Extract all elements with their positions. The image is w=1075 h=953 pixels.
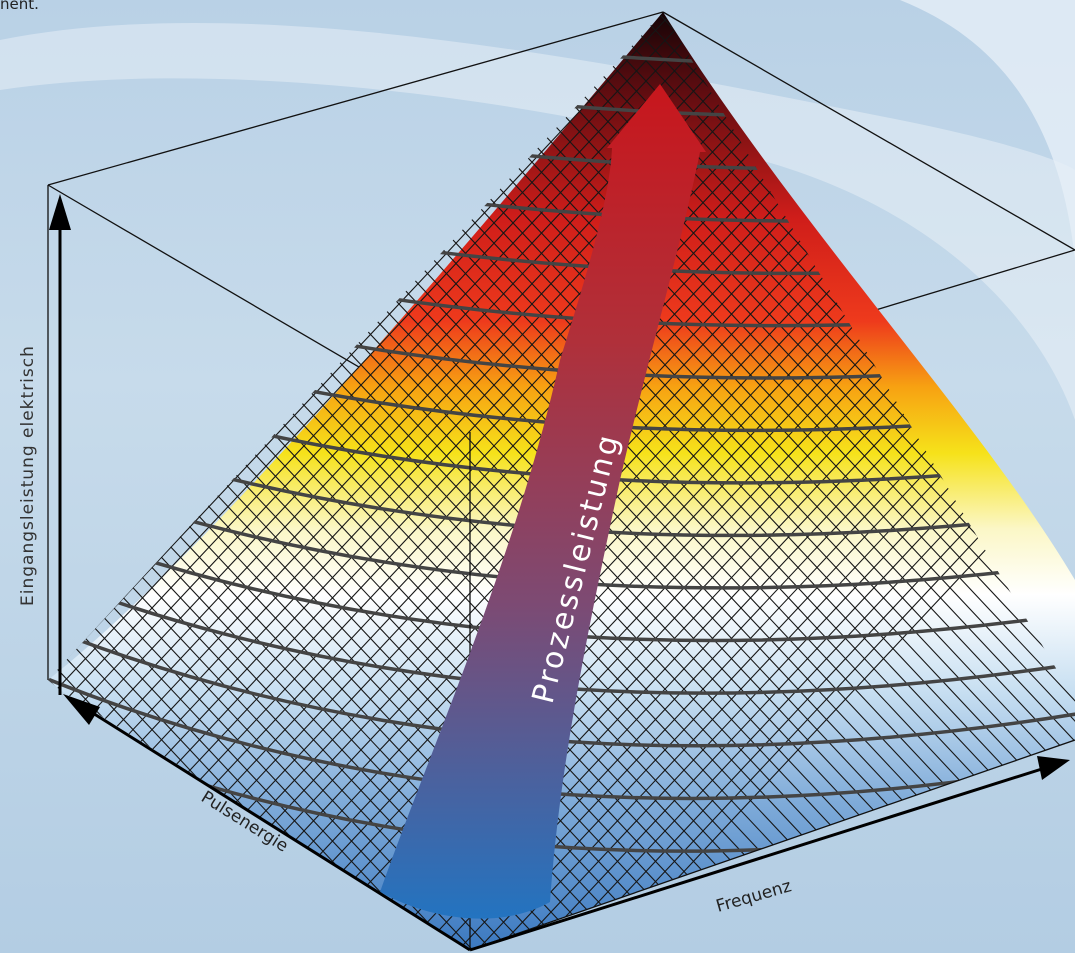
mesh-line	[48, 12, 445, 950]
mesh-line	[48, 12, 103, 950]
mesh-line	[48, 12, 761, 950]
top-text-fragment: nent.	[0, 0, 39, 13]
mesh-line	[48, 12, 787, 950]
mesh-line	[455, 12, 1075, 950]
background-swoosh	[0, 22, 1075, 420]
mesh-line	[467, 12, 1075, 950]
mesh-line	[48, 12, 483, 950]
mesh-line	[48, 12, 464, 950]
axis-lines	[58, 215, 1046, 952]
background-swoosh-2	[900, 0, 1075, 260]
mesh-line	[48, 12, 730, 950]
mesh-line	[48, 12, 388, 950]
arrowhead-up-icon	[49, 194, 71, 230]
mesh-line	[486, 12, 1075, 950]
arrowhead-left-icon	[63, 694, 100, 725]
mesh-line	[48, 12, 749, 950]
mesh-line	[48, 12, 426, 950]
mesh-line	[48, 12, 704, 950]
mesh-line	[0, 0, 19, 953]
process-arrow	[380, 84, 706, 919]
mesh-line	[48, 12, 768, 950]
y-axis-label: Eingangsleistung elektrisch	[18, 345, 38, 606]
mesh-line	[48, 12, 84, 950]
arrowhead-right-icon	[1037, 756, 1070, 780]
mesh-line	[48, 12, 77, 950]
mesh-line	[0, 0, 7, 953]
x-axis-right-label: Frequenz	[714, 876, 794, 917]
